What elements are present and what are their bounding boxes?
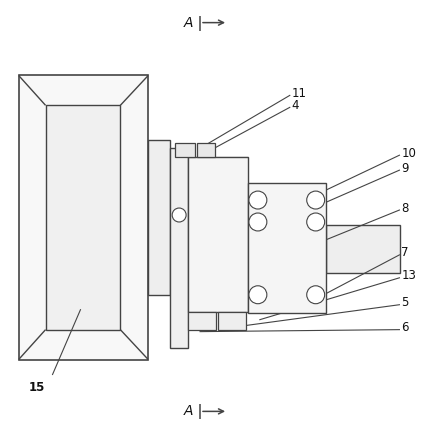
Text: 13: 13 <box>401 270 416 282</box>
Text: 5: 5 <box>401 296 409 309</box>
Text: 15: 15 <box>29 381 45 394</box>
Bar <box>248 183 326 312</box>
Circle shape <box>249 213 267 231</box>
Bar <box>19 76 148 359</box>
Circle shape <box>249 286 267 304</box>
Bar <box>148 140 170 295</box>
Bar <box>326 225 400 273</box>
Circle shape <box>307 191 325 209</box>
Circle shape <box>307 213 325 231</box>
Text: 6: 6 <box>401 321 409 334</box>
Bar <box>175 143 195 157</box>
Circle shape <box>172 208 186 222</box>
Bar <box>188 312 216 330</box>
Bar <box>188 157 248 312</box>
Text: 9: 9 <box>401 161 409 174</box>
Text: 7: 7 <box>401 247 409 260</box>
Text: A: A <box>183 16 193 30</box>
Bar <box>197 143 215 157</box>
Text: 4: 4 <box>292 99 299 112</box>
Text: 10: 10 <box>401 147 416 160</box>
Bar <box>218 312 246 330</box>
Bar <box>46 105 120 330</box>
Text: 11: 11 <box>292 87 307 100</box>
Text: 8: 8 <box>401 201 409 214</box>
Text: A: A <box>183 404 193 418</box>
Circle shape <box>307 286 325 304</box>
Bar <box>170 148 188 348</box>
Circle shape <box>249 191 267 209</box>
